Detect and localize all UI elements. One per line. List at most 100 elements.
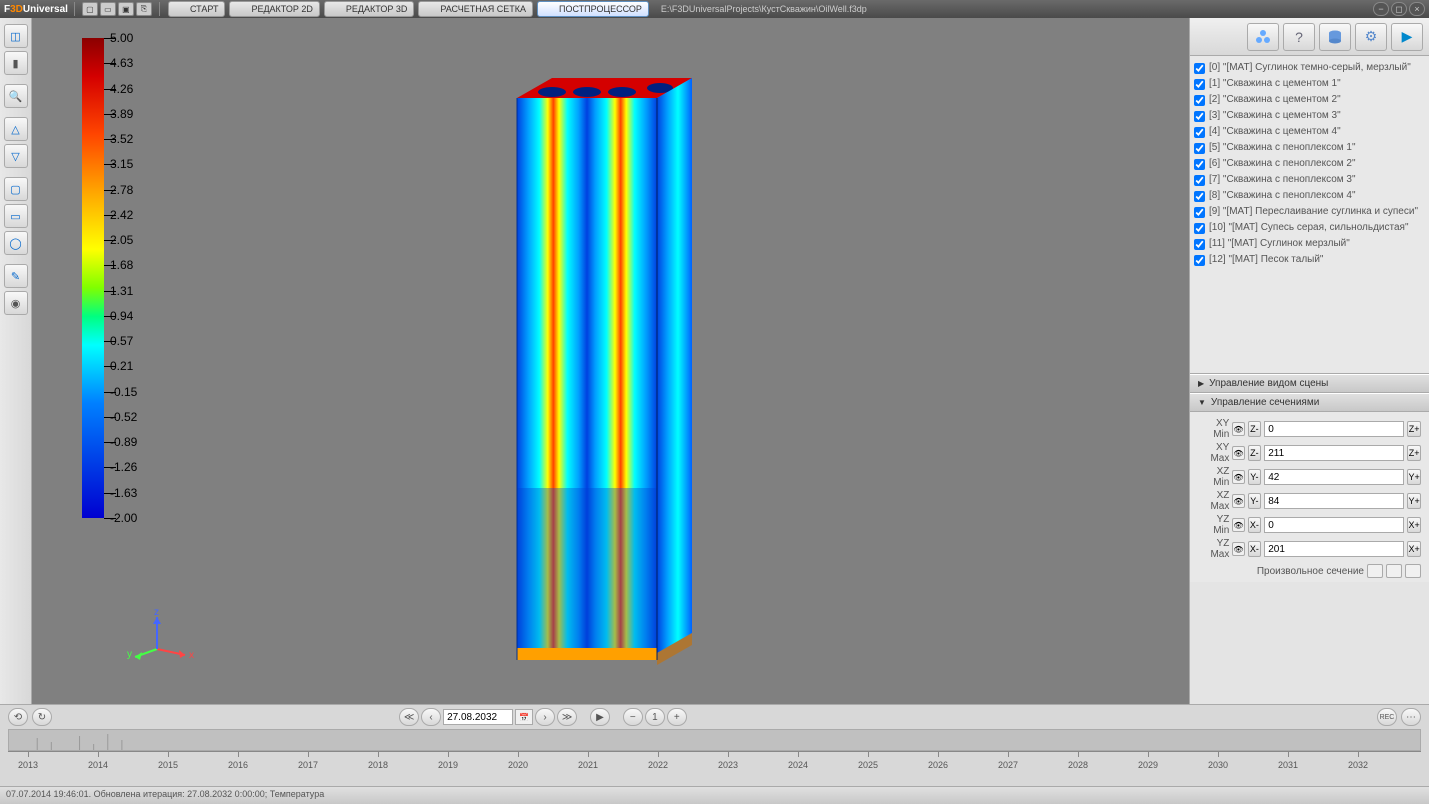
tab-mesh[interactable]: РАСЧЕТНАЯ СЕТКА (418, 1, 533, 17)
tree-item[interactable]: [12] "[MAT] Песок талый" (1192, 252, 1427, 268)
next-icon[interactable]: › (535, 708, 555, 726)
section-input[interactable] (1264, 541, 1404, 557)
tab-post[interactable]: ПОСТПРОЦЕССОР (537, 1, 649, 17)
axis-plus-button[interactable]: Z+ (1407, 445, 1421, 461)
tree-item[interactable]: [3] "Скважина с цементом 3" (1192, 108, 1427, 124)
tab-edit3d[interactable]: РЕДАКТОР 3D (324, 1, 414, 17)
date-input[interactable] (443, 709, 513, 725)
viewport-3d[interactable]: 5.004.634.263.893.523.152.782.422.051.68… (32, 18, 1189, 704)
tree-item[interactable]: [2] "Скважина с цементом 2" (1192, 92, 1427, 108)
tree-item[interactable]: [8] "Скважина с пеноплексом 4" (1192, 188, 1427, 204)
axis-plus-button[interactable]: Y+ (1407, 493, 1421, 509)
calendar-icon[interactable]: 📅 (515, 709, 533, 725)
tree-item[interactable]: [10] "[MAT] Супесь серая, сильнольдистая… (1192, 220, 1427, 236)
gear-icon[interactable]: ⚙ (1355, 23, 1387, 51)
tree-item[interactable]: [1] "Скважина с цементом 1" (1192, 76, 1427, 92)
axis-plus-button[interactable]: Y+ (1407, 469, 1421, 485)
axis-plus-button[interactable]: Z+ (1407, 421, 1421, 437)
tree-checkbox[interactable] (1194, 159, 1205, 170)
mesh-b-icon[interactable]: ▽ (4, 144, 28, 168)
axis-minus-button[interactable]: Z- (1248, 445, 1262, 461)
tree-item[interactable]: [4] "Скважина с цементом 4" (1192, 124, 1427, 140)
eye-icon[interactable]: 👁 (1232, 446, 1244, 460)
tree-checkbox[interactable] (1194, 239, 1205, 250)
tree-checkbox[interactable] (1194, 79, 1205, 90)
tree-checkbox[interactable] (1194, 223, 1205, 234)
save-icon[interactable]: ▣ (118, 2, 134, 16)
tree-checkbox[interactable] (1194, 127, 1205, 138)
minimize-icon[interactable]: − (1373, 2, 1389, 16)
tree-item[interactable]: [11] "[MAT] Суглинок мерзлый" (1192, 236, 1427, 252)
scene-panel-header[interactable]: ▶Управление видом сцены (1190, 374, 1429, 393)
gradient-icon[interactable]: ▮ (4, 51, 28, 75)
rec-icon[interactable]: REC (1377, 708, 1397, 726)
sphere-icon[interactable]: ◉ (4, 291, 28, 315)
next-fast-icon[interactable]: ≫ (557, 708, 577, 726)
prev-fast-icon[interactable]: ≪ (399, 708, 419, 726)
axis-plus-button[interactable]: X+ (1407, 517, 1421, 533)
section-input[interactable] (1264, 493, 1404, 509)
timeline-wave[interactable] (8, 729, 1421, 751)
axis-minus-button[interactable]: X- (1248, 517, 1262, 533)
axis-minus-button[interactable]: X- (1248, 541, 1262, 557)
tab-edit2d[interactable]: РЕДАКТОР 2D (229, 1, 319, 17)
section-input[interactable] (1264, 517, 1404, 533)
copy-icon[interactable]: ⎘ (136, 2, 152, 16)
timeline-ruler[interactable]: 2013201420152016201720182019202020212022… (8, 751, 1421, 773)
tree-checkbox[interactable] (1194, 207, 1205, 218)
tree-checkbox[interactable] (1194, 143, 1205, 154)
play-icon[interactable]: ▶ (590, 708, 610, 726)
axis-plus-button[interactable]: X+ (1407, 541, 1421, 557)
axis-minus-button[interactable]: Z- (1248, 421, 1262, 437)
close-icon[interactable]: × (1409, 2, 1425, 16)
eye-icon[interactable]: 👁 (1232, 422, 1244, 436)
tree-item[interactable]: [5] "Скважина с пеноплексом 1" (1192, 140, 1427, 156)
rewind-start-icon[interactable]: ⟲ (8, 708, 28, 726)
tree-item[interactable]: [9] "[MAT] Переслаивание суглинка и супе… (1192, 204, 1427, 220)
tree-checkbox[interactable] (1194, 255, 1205, 266)
section-input[interactable] (1264, 445, 1404, 461)
mol-icon[interactable] (1247, 23, 1279, 51)
maximize-icon[interactable]: ◻ (1391, 2, 1407, 16)
run-icon[interactable]: ▶ (1391, 23, 1423, 51)
tree-checkbox[interactable] (1194, 63, 1205, 74)
axis-minus-button[interactable]: Y- (1248, 469, 1262, 485)
eye-icon[interactable]: 👁 (1232, 542, 1244, 556)
section-input[interactable] (1264, 469, 1404, 485)
tree-checkbox[interactable] (1194, 95, 1205, 106)
zoom-icon[interactable]: 🔍 (4, 84, 28, 108)
section-input[interactable] (1264, 421, 1404, 437)
eye-icon[interactable]: 👁 (1232, 470, 1244, 484)
section-b-icon[interactable] (1405, 564, 1421, 578)
tree-checkbox[interactable] (1194, 175, 1205, 186)
eye-icon[interactable] (1367, 564, 1383, 578)
tree-checkbox[interactable] (1194, 191, 1205, 202)
section-a-icon[interactable] (1386, 564, 1402, 578)
zoom-in-icon[interactable]: + (667, 708, 687, 726)
zoom-reset-icon[interactable]: 1 (645, 708, 665, 726)
tree-checkbox[interactable] (1194, 111, 1205, 122)
sections-panel-header[interactable]: ▼Управление сечениями (1190, 393, 1429, 412)
box-icon[interactable]: ▢ (4, 177, 28, 201)
eye-icon[interactable]: 👁 (1232, 494, 1244, 508)
cyl-icon[interactable]: ◯ (4, 231, 28, 255)
cube-view-icon[interactable]: ◫ (4, 24, 28, 48)
axis-minus-button[interactable]: Y- (1248, 493, 1262, 509)
tab-play[interactable]: СТАРТ (168, 1, 226, 17)
tree-item[interactable]: [0] "[MAT] Суглинок темно-серый, мерзлый… (1192, 60, 1427, 76)
prev-icon[interactable]: ‹ (421, 708, 441, 726)
more-icon[interactable]: ⋯ (1401, 708, 1421, 726)
db-icon[interactable] (1319, 23, 1351, 51)
section-label: YZ Min (1198, 514, 1229, 536)
zoom-out-icon[interactable]: − (623, 708, 643, 726)
new-icon[interactable]: ▢ (82, 2, 98, 16)
eye-icon[interactable]: 👁 (1232, 518, 1244, 532)
open-icon[interactable]: ▭ (100, 2, 116, 16)
tree-item[interactable]: [6] "Скважина с пеноплексом 2" (1192, 156, 1427, 172)
mesh-a-icon[interactable]: △ (4, 117, 28, 141)
help-icon[interactable]: ? (1283, 23, 1315, 51)
loop-icon[interactable]: ↻ (32, 708, 52, 726)
tree-item[interactable]: [7] "Скважина с пеноплексом 3" (1192, 172, 1427, 188)
chart-icon[interactable]: ✎ (4, 264, 28, 288)
slab-icon[interactable]: ▭ (4, 204, 28, 228)
